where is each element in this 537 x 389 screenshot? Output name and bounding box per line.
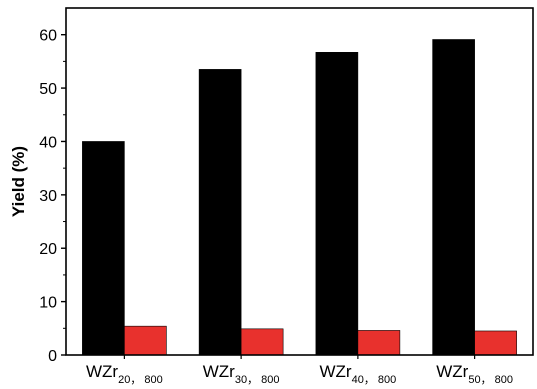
bar-series-1-4 bbox=[432, 39, 475, 356]
bar-series-2-4 bbox=[474, 330, 517, 356]
x-tick-label-sub: 30， 800 bbox=[235, 374, 280, 386]
x-tick-label-sub: 20， 800 bbox=[118, 374, 163, 386]
bar-series-2-2 bbox=[240, 328, 284, 356]
y-axis-label: Yield (%) bbox=[9, 146, 28, 217]
y-tick-label: 10 bbox=[39, 295, 57, 312]
bar-series-2-1 bbox=[124, 325, 167, 356]
y-tick-label: 30 bbox=[39, 188, 57, 205]
bar-series-1-2 bbox=[198, 69, 242, 356]
y-tick-label: 40 bbox=[39, 134, 57, 151]
x-tick-label-main: WZr bbox=[320, 362, 352, 381]
y-tick-label: 0 bbox=[48, 348, 57, 365]
bar-series-1-3 bbox=[315, 52, 359, 356]
x-tick-label: WZr40， 800 bbox=[320, 362, 397, 386]
x-tick-label-sub: 50， 800 bbox=[468, 374, 513, 386]
x-tick-label: WZr30， 800 bbox=[203, 362, 280, 386]
bars-layer bbox=[82, 39, 517, 356]
x-tick-label-main: WZr bbox=[436, 362, 468, 381]
y-axis: 0 10 20 30 40 50 60 bbox=[39, 28, 66, 365]
plot-frame bbox=[65, 7, 534, 356]
y-tick-label: 20 bbox=[39, 241, 57, 258]
x-tick-label-sub: 40， 800 bbox=[352, 374, 397, 386]
bar-series-2-3 bbox=[357, 330, 401, 356]
x-tick-label: WZr50， 800 bbox=[436, 362, 513, 386]
x-tick-label-main: WZr bbox=[203, 362, 235, 381]
y-tick-label: 60 bbox=[39, 28, 57, 45]
x-tick-label-main: WZr bbox=[86, 362, 118, 381]
x-tick-label: WZr20， 800 bbox=[86, 362, 163, 386]
y-tick-label: 50 bbox=[39, 81, 57, 98]
bar-series-1-1 bbox=[82, 141, 125, 356]
x-axis: WZr20， 800 WZr30， 800 WZr40， 800 WZr50， 800 bbox=[86, 355, 513, 386]
